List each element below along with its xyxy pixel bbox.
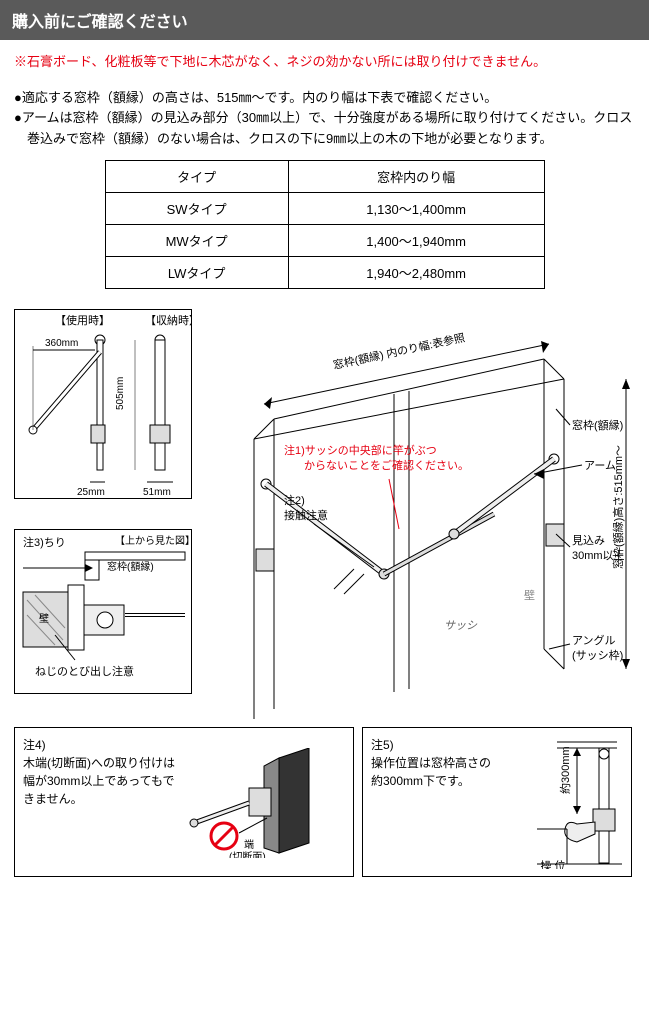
table-cell: MWタイプ — [105, 224, 288, 256]
table-cell: LWタイプ — [105, 256, 288, 288]
warning-text: ※石膏ボード、化粧板等で下地に木芯がなく、ネジの効かない所には取り付けできません… — [14, 52, 635, 72]
main-svg: 窓枠(額縁) 内のり幅:表参照 — [194, 309, 634, 719]
note2-label: 注2) — [284, 493, 305, 507]
angle-line1: アングル — [572, 633, 616, 647]
note3-topview: 【上から見た図】 — [115, 535, 192, 547]
mikomi-line1: 見込み — [572, 534, 605, 547]
usage-svg: 【使用時】 【収納時】 360mm 25mm — [14, 309, 192, 499]
size-table: タイプ 窓枠内のり幅 SWタイプ 1,130〜1,400mm MWタイプ 1,4… — [105, 160, 545, 289]
note3-kabe: 壁 — [39, 612, 49, 625]
table-header: 窓枠内のり幅 — [288, 160, 544, 192]
note4-text: 木端(切断面)への取り付けは幅が30mm以上であってもできません。 — [23, 754, 183, 808]
note5-box: 注5) 操作位置は窓枠高さの約300mm下です。 約300mm 操作 位置 — [362, 727, 632, 877]
note4-end: 端 — [244, 838, 254, 851]
note5-text: 操作位置は窓枠高さの約300mm下です。 — [371, 754, 501, 790]
note5-svg: 約300mm 操作 位置 — [507, 734, 627, 869]
content-area: ※石膏ボード、化粧板等で下地に木芯がなく、ネジの効かない所には取り付けできません… — [0, 40, 649, 889]
dim-505: 505mm — [115, 377, 126, 410]
use-label: 【使用時】 — [55, 314, 110, 327]
note3-svg: 注3)ちり 【上から見た図】 窓枠(額縁) 壁 — [14, 529, 192, 694]
note3-screw: ねじのとび出し注意 — [35, 664, 134, 678]
note2-text: 接触注意 — [284, 508, 328, 522]
table-cell: SWタイプ — [105, 192, 288, 224]
arm-label: アーム — [584, 459, 616, 472]
height-label: 窓枠(額縁)高さ:515mm〜 — [611, 445, 625, 569]
note3-madowaku: 窓枠(額縁) — [107, 560, 154, 573]
sash-label: サッシ — [444, 620, 478, 632]
dim-300: 約300mm — [558, 746, 572, 794]
table-cell: 1,400〜1,940mm — [288, 224, 544, 256]
table-row: SWタイプ 1,130〜1,400mm — [105, 192, 544, 224]
table-header: タイプ — [105, 160, 288, 192]
note4-box: 注4) 木端(切断面)への取り付けは幅が30mm以上であってもできません。 端 … — [14, 727, 354, 877]
dim-360: 360mm — [45, 338, 78, 349]
table-row: MWタイプ 1,400〜1,940mm — [105, 224, 544, 256]
bullet-item: ●アームは窓枠（額縁）の見込み部分（30㎜以上）で、十分強度がある場所に取り付け… — [14, 108, 635, 150]
note3-diagram: 注3)ちり 【上から見た図】 窓枠(額縁) 壁 — [14, 529, 194, 699]
table-row: LWタイプ 1,940〜2,480mm — [105, 256, 544, 288]
kabe-label: 壁 — [524, 588, 535, 602]
bullet-item: ●適応する窓枠（額縁）の高さは、515㎜〜です。内のり幅は下表で確認ください。 — [14, 88, 635, 109]
angle-line2: (サッシ枠) — [572, 648, 623, 662]
note4-cut: (切断面) — [229, 850, 266, 858]
madowaku-label: 窓枠(額縁) — [572, 418, 623, 432]
table-cell: 1,940〜2,480mm — [288, 256, 544, 288]
note4-svg: 端 (切断面) — [189, 748, 349, 858]
main-diagram: 窓枠(額縁) 内のり幅:表参照 — [194, 309, 634, 719]
table-header-row: タイプ 窓枠内のり幅 — [105, 160, 544, 192]
header-title: 購入前にご確認ください — [12, 14, 188, 31]
dim-25: 25mm — [77, 487, 105, 498]
dim-51: 51mm — [143, 487, 171, 498]
page-header: 購入前にご確認ください — [0, 0, 649, 40]
store-label: 【収納時】 — [145, 314, 192, 327]
diagram-area: 【使用時】 【収納時】 360mm 25mm — [14, 309, 634, 719]
note1-line2: からないことをご確認ください。 — [304, 458, 469, 472]
note3-title: 注3)ちり — [23, 535, 66, 549]
table-cell: 1,130〜1,400mm — [288, 192, 544, 224]
usage-diagrams: 【使用時】 【収納時】 360mm 25mm — [14, 309, 194, 504]
bottom-notes: 注4) 木端(切断面)への取り付けは幅が30mm以上であってもできません。 端 … — [14, 727, 635, 877]
note1-line1: 注1)サッシの中央部に竿がぶつ — [284, 443, 437, 457]
bullet-list: ●適応する窓枠（額縁）の高さは、515㎜〜です。内のり幅は下表で確認ください。 … — [14, 88, 635, 150]
